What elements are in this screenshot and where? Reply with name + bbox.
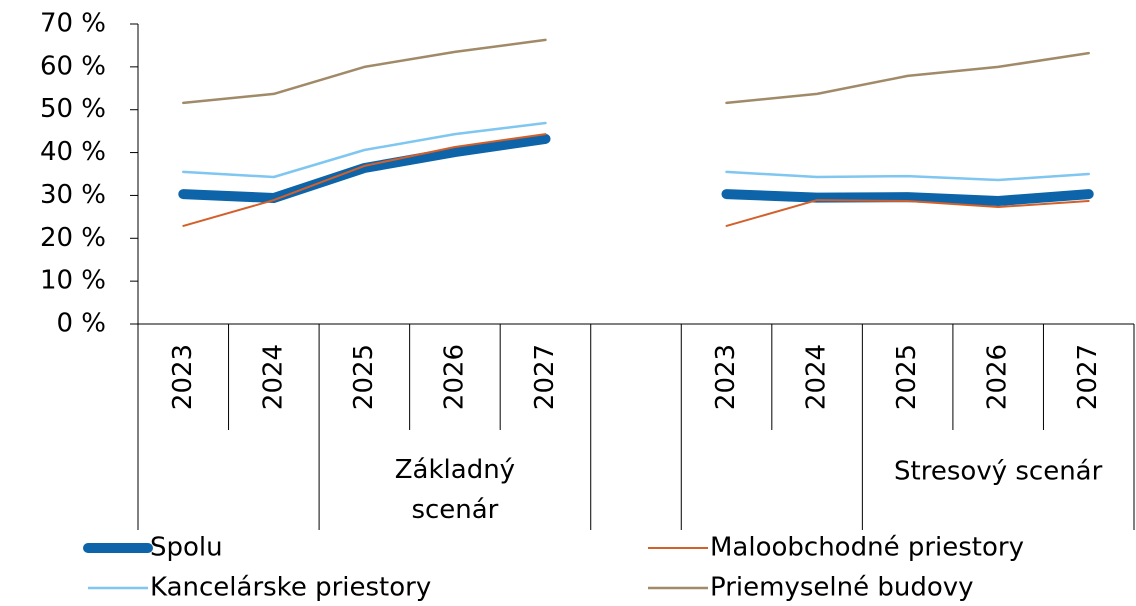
x-tick-label: 2026 [439, 344, 469, 410]
x-tick-label: 2024 [802, 344, 832, 410]
series-line [182, 38, 1090, 105]
x-tick-label: 2025 [892, 344, 922, 410]
legend-label: Maloobchodné priestory [710, 533, 1024, 563]
y-tick-label: 0 % [56, 309, 106, 339]
series-line [182, 121, 1090, 182]
legend-label: Priemyselné budovy [710, 573, 974, 603]
group-label: Stresový scenár [894, 457, 1103, 487]
y-tick-label: 10 % [40, 266, 106, 296]
y-tick-label: 70 % [40, 9, 106, 39]
group-label-line: scenár [411, 495, 498, 525]
x-tick-label: 2023 [168, 344, 198, 410]
y-tick-label: 60 % [40, 51, 106, 81]
y-tick-label: 40 % [40, 137, 106, 167]
x-tick-label: 2027 [530, 344, 560, 410]
legend-label: Spolu [150, 533, 223, 563]
y-tick-label: 20 % [40, 223, 106, 253]
x-tick-label: 2027 [1073, 344, 1103, 410]
y-tick-label: 50 % [40, 94, 106, 124]
x-tick-label: 2026 [983, 344, 1013, 410]
series-line [178, 133, 1094, 206]
series-line [182, 133, 1090, 227]
group-label: Základný scenár [395, 455, 515, 525]
x-tick-label: 2024 [258, 344, 288, 410]
x-tick-label: 2025 [349, 344, 379, 410]
group-label-line: Základný [395, 455, 515, 485]
x-tick-label: 2023 [711, 344, 741, 410]
y-tick-label: 30 % [40, 180, 106, 210]
legend-label: Kancelárske priestory [150, 573, 431, 603]
